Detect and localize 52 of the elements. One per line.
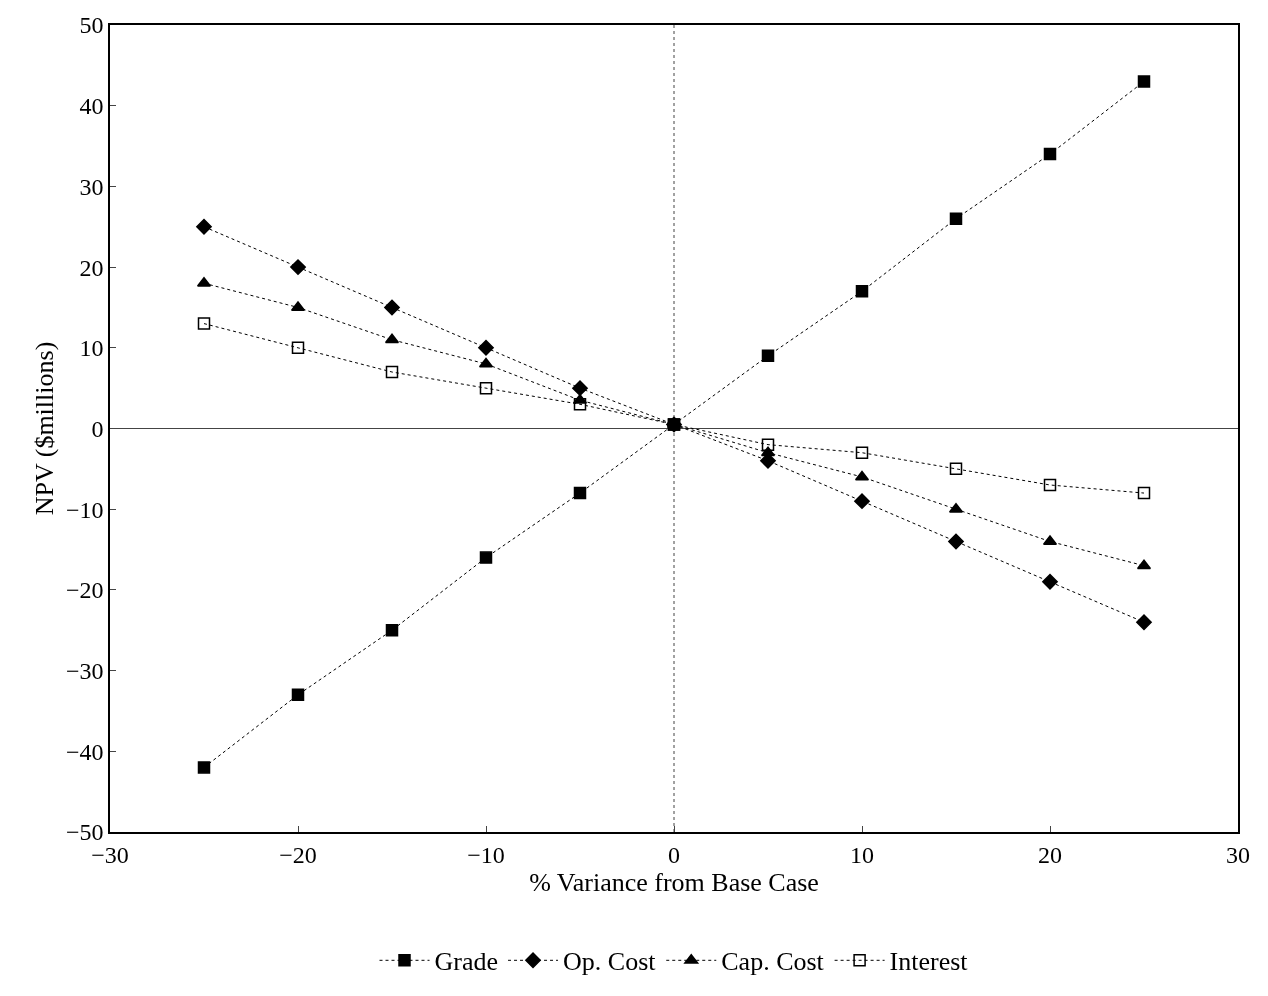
y-tick-label: 30 [79, 173, 104, 200]
point [1136, 614, 1152, 631]
point [572, 380, 588, 397]
legend-label: Cap. Cost [721, 947, 825, 977]
legend-label: Interest [889, 947, 969, 977]
point [290, 259, 306, 275]
x-axis-title: % Variance from Base Case [529, 867, 819, 897]
point [761, 438, 775, 451]
point [479, 551, 493, 564]
y-tick-label: 0 [91, 415, 104, 442]
point [761, 349, 775, 363]
y-axis-title: NPV ($millions) [29, 341, 59, 516]
point [1043, 478, 1057, 492]
point [949, 212, 963, 225]
point [1042, 573, 1058, 590]
point [197, 317, 211, 330]
point [1137, 75, 1151, 88]
point [573, 486, 587, 500]
point [384, 299, 400, 316]
y-tick-label: −30 [65, 658, 104, 684]
point [949, 462, 963, 476]
y-tick-label: 50 [79, 12, 104, 39]
point [385, 365, 399, 379]
point [1137, 486, 1151, 500]
y-tick-label: −40 [65, 738, 104, 765]
legend-label: Grade [434, 947, 499, 977]
x-tick-label: 0 [668, 841, 680, 868]
y-tick-label: 10 [79, 335, 104, 362]
point [573, 398, 587, 411]
x-tick-label: −20 [279, 841, 317, 868]
y-tick-label: −10 [65, 496, 104, 523]
x-tick-label: −10 [467, 841, 505, 868]
x-tick-label: 30 [1226, 841, 1250, 868]
point [197, 761, 211, 774]
x-tick-label: 10 [850, 841, 874, 868]
point [948, 533, 964, 550]
y-tick-label: −20 [65, 577, 104, 604]
point [385, 624, 399, 637]
y-tick-label: 40 [79, 93, 104, 120]
point [478, 339, 494, 356]
point [1043, 147, 1057, 161]
point [196, 218, 212, 235]
y-tick-label: −50 [65, 819, 104, 846]
point [291, 341, 305, 355]
point [479, 381, 493, 395]
y-tick-label: 20 [79, 254, 104, 281]
legend-label: Op. Cost [563, 947, 657, 977]
x-tick-label: 20 [1038, 841, 1062, 868]
point [291, 688, 305, 702]
point [855, 446, 869, 459]
point [855, 285, 869, 298]
point [854, 493, 870, 510]
